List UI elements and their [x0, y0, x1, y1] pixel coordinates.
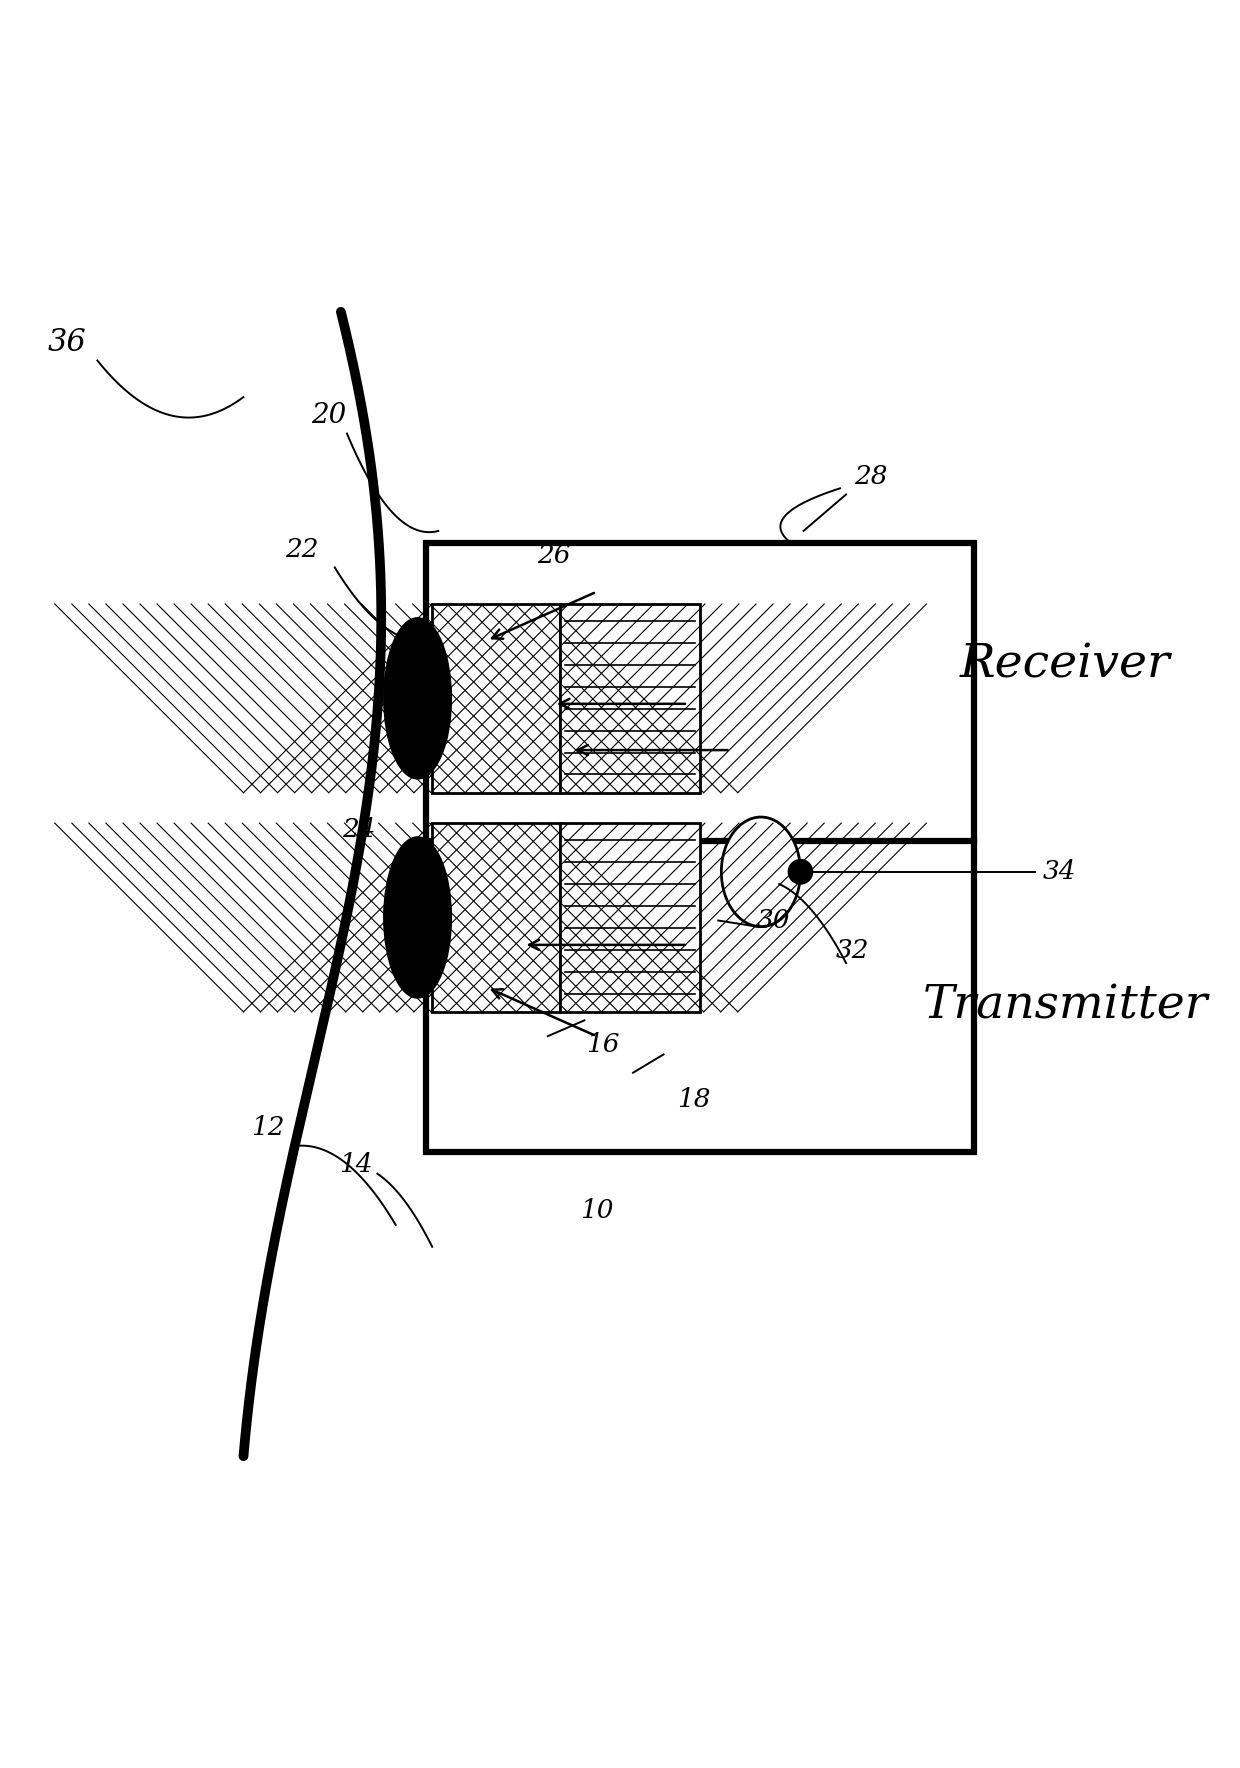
Text: 26: 26 [537, 543, 570, 568]
Bar [560, 605, 701, 792]
Text: 14: 14 [339, 1151, 372, 1176]
Text: 28: 28 [853, 463, 887, 488]
Ellipse shape [722, 817, 801, 926]
Text: Receiver: Receiver [960, 642, 1171, 688]
Text: 36: 36 [47, 327, 87, 357]
Ellipse shape [384, 838, 451, 997]
Text: 34: 34 [1043, 859, 1076, 884]
Text: 12: 12 [250, 1116, 285, 1140]
Text: 16: 16 [585, 1033, 620, 1057]
Bar [560, 824, 701, 1011]
Bar [427, 543, 973, 1151]
Text: 20: 20 [311, 401, 346, 430]
Text: 32: 32 [836, 939, 869, 964]
Text: 10: 10 [580, 1197, 614, 1223]
Ellipse shape [384, 619, 451, 778]
Text: 24: 24 [342, 817, 376, 842]
Bar [433, 824, 560, 1011]
Text: 22: 22 [285, 537, 319, 562]
Circle shape [789, 859, 812, 884]
Bar [433, 605, 560, 792]
Text: Transmitter: Transmitter [923, 983, 1208, 1029]
Text: 18: 18 [677, 1087, 711, 1112]
Text: 30: 30 [756, 909, 790, 934]
